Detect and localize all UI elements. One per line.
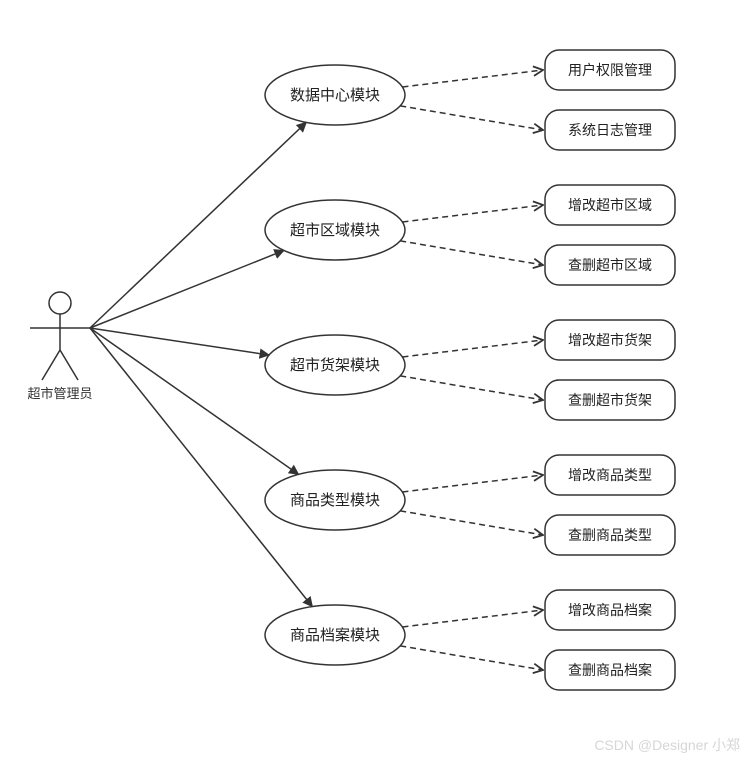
usecase-label: 查删商品类型 bbox=[568, 527, 652, 543]
usecase-label: 系统日志管理 bbox=[568, 122, 652, 138]
module-to-usecase-edges bbox=[400, 70, 543, 670]
actor-module-edge bbox=[90, 250, 284, 328]
module-usecase-edge bbox=[402, 340, 543, 357]
usecase-label: 增改超市区域 bbox=[568, 197, 652, 213]
module-usecase-edge bbox=[402, 205, 543, 222]
use-case-diagram: 超市管理员 数据中心模块超市区域模块超市货架模块商品类型模块商品档案模块 用户权… bbox=[0, 0, 751, 760]
usecase-boxes: 用户权限管理系统日志管理增改超市区域查删超市区域增改超市货架查删超市货架增改商品… bbox=[545, 50, 675, 690]
actor-module-edge bbox=[90, 328, 299, 474]
usecase-label: 查删商品档案 bbox=[568, 662, 652, 678]
module-usecase-edge bbox=[400, 376, 543, 400]
usecase-label: 增改商品类型 bbox=[568, 467, 652, 483]
module-usecase-edge bbox=[400, 511, 543, 535]
actor-admin: 超市管理员 bbox=[27, 292, 92, 401]
usecase-label: 查删超市区域 bbox=[568, 257, 652, 273]
module-usecase-edge bbox=[400, 646, 543, 670]
module-usecase-edge bbox=[400, 106, 543, 130]
module-label: 超市区域模块 bbox=[290, 222, 380, 239]
usecase-label: 用户权限管理 bbox=[568, 62, 652, 78]
module-label: 数据中心模块 bbox=[290, 87, 380, 104]
module-usecase-edge bbox=[402, 475, 543, 492]
usecase-label: 查删超市货架 bbox=[568, 392, 652, 408]
module-usecase-edge bbox=[402, 70, 543, 87]
actor-label: 超市管理员 bbox=[27, 386, 92, 401]
module-ellipses: 数据中心模块超市区域模块超市货架模块商品类型模块商品档案模块 bbox=[265, 65, 405, 665]
module-label: 商品类型模块 bbox=[290, 492, 380, 509]
actor-module-edge bbox=[90, 328, 269, 355]
usecase-label: 增改超市货架 bbox=[568, 332, 652, 348]
module-usecase-edge bbox=[400, 241, 543, 265]
module-label: 商品档案模块 bbox=[290, 626, 380, 644]
watermark-text: CSDN @Designer 小郑 bbox=[594, 737, 740, 753]
usecase-label: 增改商品档案 bbox=[568, 602, 652, 618]
module-usecase-edge bbox=[402, 610, 543, 627]
module-label: 超市货架模块 bbox=[290, 357, 380, 374]
